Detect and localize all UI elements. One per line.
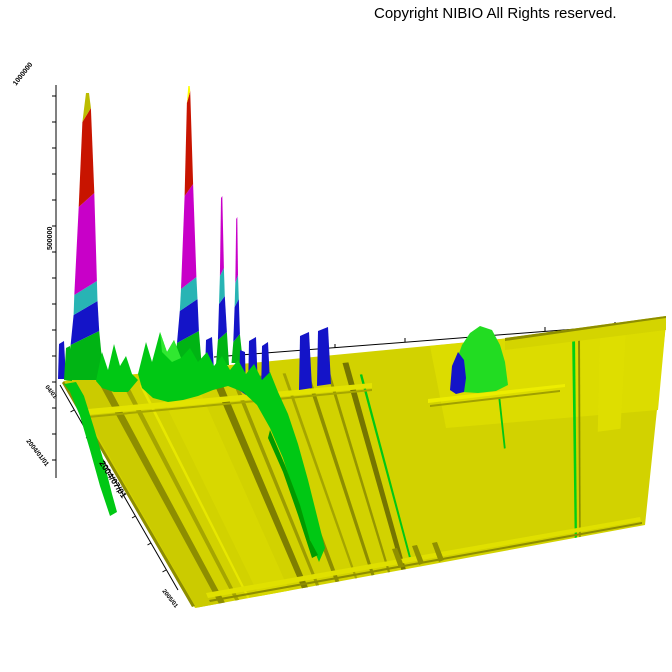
- axis-tick-label: 2004/01/01: [24, 438, 50, 468]
- axis-tick-label: 2005/01: [160, 589, 178, 610]
- copyright-text: Copyright NIBIO All Rights reserved.: [374, 5, 617, 22]
- axis-tick-label: 1000000: [12, 61, 34, 87]
- axis-tick-label: 500000: [47, 227, 54, 250]
